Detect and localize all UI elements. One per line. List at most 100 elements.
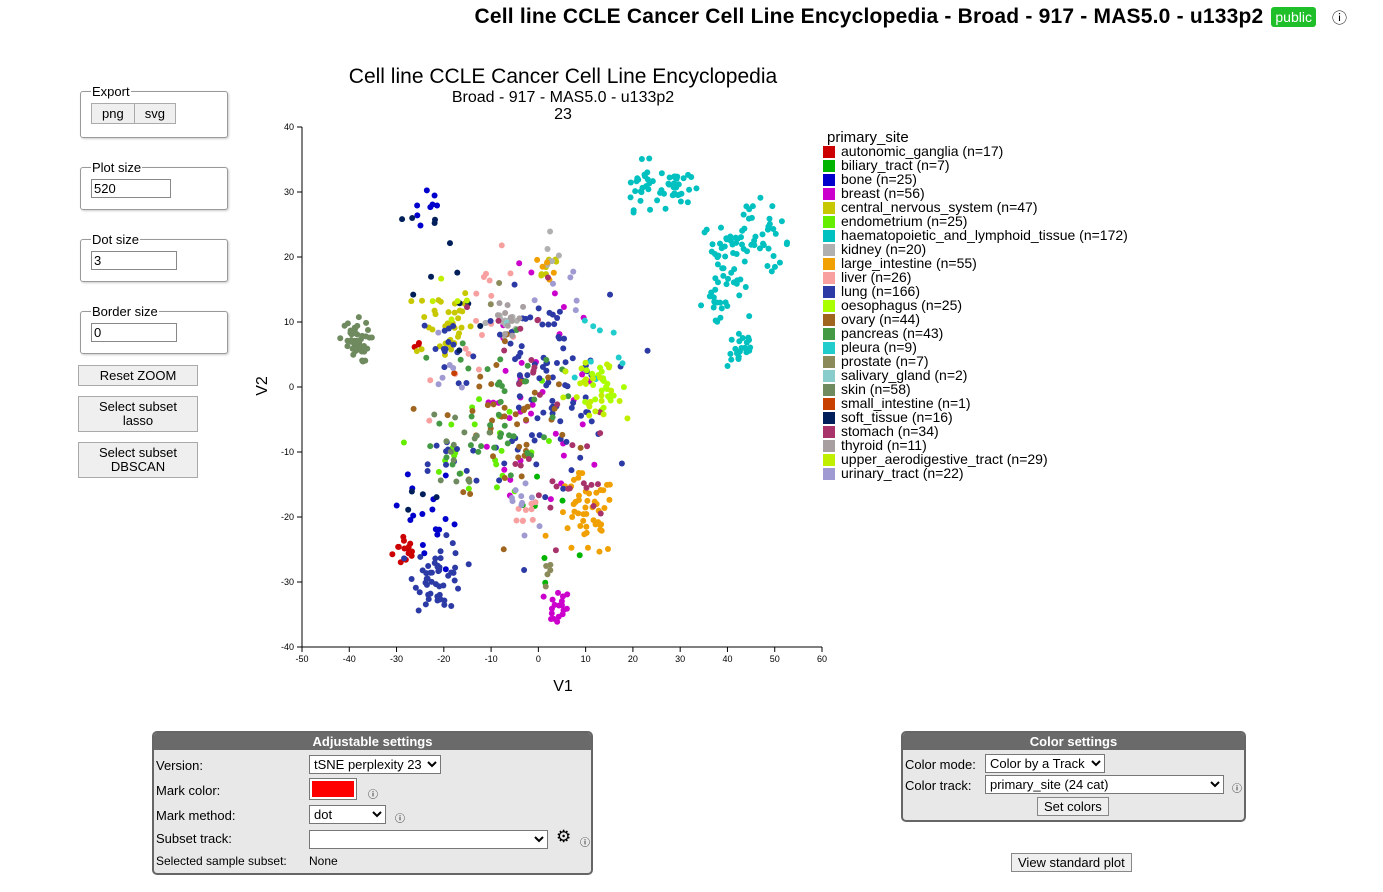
mark-method-label: Mark method:: [156, 808, 236, 823]
x-tick-label: 30: [675, 654, 685, 664]
select-subset-lasso-button[interactable]: Select subset lasso: [78, 396, 198, 432]
data-point: [670, 180, 677, 187]
gear-icon[interactable]: ⚙: [556, 827, 572, 846]
data-point: [549, 280, 556, 287]
subset-track-select[interactable]: [309, 830, 548, 849]
mark-color-picker[interactable]: [309, 778, 357, 800]
data-point: [440, 582, 447, 589]
color-settings-title: Color settings: [903, 733, 1244, 750]
data-point: [423, 187, 430, 194]
data-point: [757, 194, 764, 201]
mark-method-info-icon[interactable]: ⓘ: [395, 814, 405, 825]
data-point: [501, 338, 508, 345]
data-point: [459, 308, 466, 315]
dot-size-input[interactable]: [91, 251, 177, 270]
data-point: [422, 601, 429, 608]
data-point: [425, 596, 432, 603]
data-point: [718, 245, 725, 252]
data-point: [576, 552, 583, 559]
data-point: [634, 175, 641, 182]
data-point: [425, 563, 432, 570]
data-point: [579, 371, 586, 378]
data-point: [601, 504, 608, 511]
data-point: [552, 430, 559, 437]
data-point: [553, 360, 560, 367]
data-point: [517, 325, 524, 332]
info-icon[interactable]: ⓘ: [1331, 9, 1347, 27]
data-point: [712, 286, 719, 293]
data-point: [547, 228, 554, 235]
data-point: [467, 442, 474, 449]
data-point: [545, 321, 552, 328]
data-point: [568, 544, 575, 551]
data-point: [465, 561, 472, 568]
mark-color-info-icon[interactable]: ⓘ: [368, 790, 378, 801]
data-point: [562, 368, 569, 375]
legend-label: bone (n=25): [841, 171, 917, 187]
data-point: [462, 345, 469, 352]
data-point: [778, 218, 785, 225]
border-size-input[interactable]: [91, 323, 177, 342]
data-point: [496, 279, 503, 286]
x-tick-label: -30: [390, 654, 403, 664]
data-point: [554, 315, 561, 322]
public-badge: public: [1271, 7, 1316, 27]
data-point: [610, 392, 617, 399]
data-point: [363, 319, 370, 326]
data-point: [465, 477, 472, 484]
data-point: [589, 375, 596, 382]
export-svg-button[interactable]: svg: [134, 103, 176, 124]
data-point: [450, 341, 457, 348]
dbscan-button-line2: DBSCAN: [110, 459, 166, 474]
data-point: [606, 394, 613, 401]
data-point: [658, 170, 665, 177]
data-point: [493, 362, 500, 369]
data-point: [567, 274, 574, 281]
select-subset-dbscan-button[interactable]: Select subset DBSCAN: [78, 442, 198, 478]
data-point: [519, 517, 526, 524]
color-track-select[interactable]: primary_site (24 cat): [985, 775, 1224, 794]
data-point: [408, 552, 415, 559]
data-point: [685, 171, 692, 178]
chart-points[interactable]: [337, 155, 791, 625]
subset-track-label: Subset track:: [156, 831, 232, 846]
data-point: [476, 383, 483, 390]
data-point: [615, 354, 622, 361]
adjustable-settings-panel: Adjustable settings Version: tSNE perple…: [152, 731, 593, 875]
reset-zoom-button[interactable]: Reset ZOOM: [78, 365, 198, 386]
version-select[interactable]: tSNE perplexity 23: [309, 755, 441, 774]
data-point: [534, 415, 541, 422]
data-point: [528, 506, 535, 513]
plot-size-input[interactable]: [91, 179, 171, 198]
data-point: [522, 315, 529, 322]
data-point: [676, 191, 683, 198]
data-point: [443, 461, 450, 468]
data-point: [564, 525, 571, 532]
set-colors-button[interactable]: Set colors: [1037, 797, 1109, 816]
data-point: [438, 275, 445, 282]
data-point: [488, 292, 495, 299]
data-point: [516, 372, 523, 379]
subset-track-info-icon[interactable]: ⓘ: [580, 838, 590, 849]
legend-label: kidney (n=20): [841, 241, 926, 257]
color-track-info-icon[interactable]: ⓘ: [1232, 784, 1242, 795]
data-point: [341, 322, 348, 329]
data-point: [493, 484, 500, 491]
legend-label: urinary_tract (n=22): [841, 465, 964, 481]
chart-legend: primary_site autonomic_ganglia (n=17)bil…: [823, 129, 1128, 481]
export-png-button[interactable]: png: [91, 103, 135, 124]
data-point: [591, 461, 598, 468]
adjustable-settings-title: Adjustable settings: [154, 733, 591, 750]
tsne-scatter-plot[interactable]: Cell line CCLE Cancer Cell Line Encyclop…: [250, 60, 1210, 700]
data-point: [627, 194, 634, 201]
mark-method-select[interactable]: dot: [309, 805, 386, 824]
page-title: Cell line CCLE Cancer Cell Line Encyclop…: [474, 5, 1264, 28]
data-point: [470, 447, 477, 454]
data-point: [654, 197, 661, 204]
x-tick-label: 60: [817, 654, 827, 664]
view-standard-plot-button[interactable]: View standard plot: [1011, 853, 1132, 872]
data-point: [555, 589, 562, 596]
data-point: [477, 323, 484, 330]
data-point: [740, 211, 747, 218]
color-mode-select[interactable]: Color by a Track: [985, 754, 1105, 773]
